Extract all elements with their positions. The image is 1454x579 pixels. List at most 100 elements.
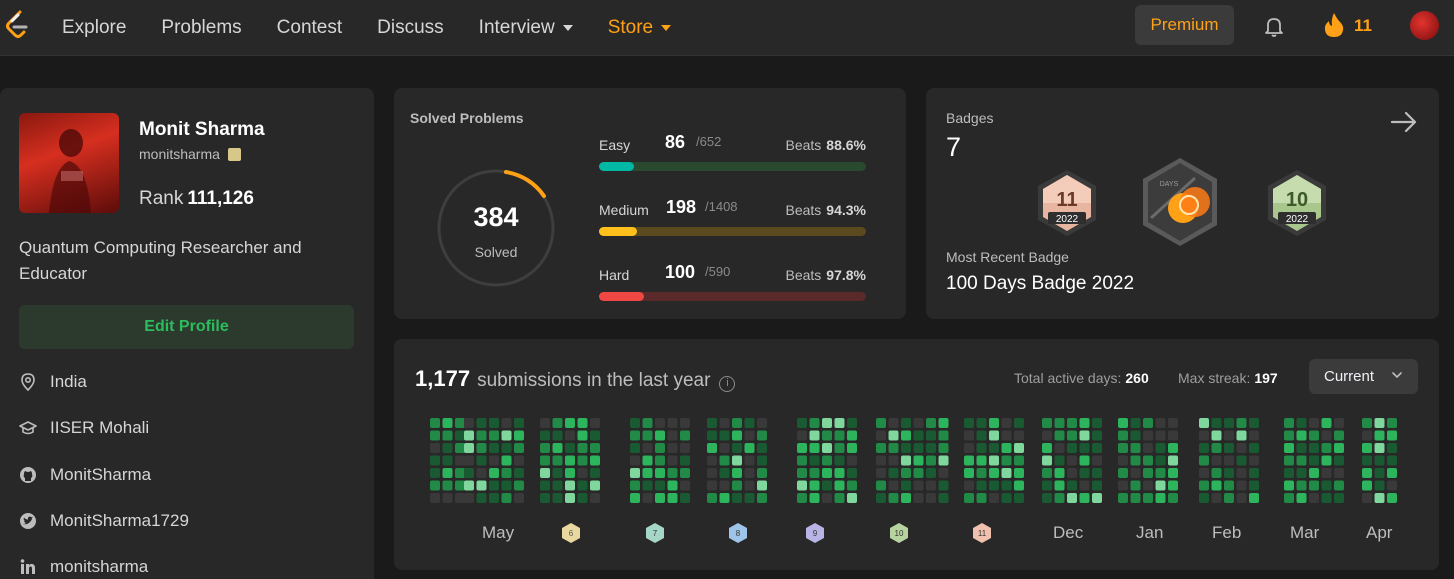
heatmap-cell[interactable] [1042,493,1052,503]
heatmap-cell[interactable] [667,443,678,453]
heatmap-cell[interactable] [1321,455,1332,466]
heatmap-cell[interactable] [590,468,600,478]
heatmap-cell[interactable] [1042,418,1052,428]
heatmap-cell[interactable] [514,493,524,503]
heatmap-cell[interactable] [1042,443,1052,453]
heatmap-cell[interactable] [630,455,640,466]
heatmap-cell[interactable] [455,443,465,453]
heatmap-cell[interactable] [1168,480,1178,491]
heatmap-cell[interactable] [1309,418,1319,428]
heatmap-cell[interactable] [630,468,640,478]
github-link[interactable]: MonitSharma [50,465,152,484]
heatmap-cell[interactable] [667,418,678,428]
heatmap-cell[interactable] [565,418,575,428]
heatmap-cell[interactable] [1130,443,1141,453]
heatmap-cell[interactable] [1236,493,1247,503]
heatmap-cell[interactable] [1199,493,1209,503]
heatmap-cell[interactable] [1014,430,1024,441]
heatmap-cell[interactable] [989,480,999,491]
heatmap-cell[interactable] [590,418,600,428]
linkedin-row[interactable]: monitsharma [19,557,148,577]
nav-explore[interactable]: Explore [62,17,127,38]
heatmap-cell[interactable] [822,468,832,478]
heatmap-cell[interactable] [565,443,575,453]
heatmap-cell[interactable] [577,493,588,503]
heatmap-cell[interactable] [797,468,807,478]
heatmap-cell[interactable] [989,468,999,478]
heatmap-cell[interactable] [1042,455,1052,466]
heatmap-cell[interactable] [501,443,512,453]
heatmap-cell[interactable] [744,468,755,478]
heatmap-cell[interactable] [847,443,857,453]
heatmap-cell[interactable] [430,443,440,453]
heatmap-cell[interactable] [1374,455,1385,466]
arrow-right-icon[interactable] [1390,110,1418,134]
heatmap-cell[interactable] [442,455,453,466]
heatmap-cell[interactable] [1014,493,1024,503]
heatmap-cell[interactable] [1334,443,1344,453]
heatmap-cell[interactable] [1236,430,1247,441]
heatmap-cell[interactable] [442,493,453,503]
leetcode-logo-icon[interactable] [4,10,30,42]
heatmap-cell[interactable] [719,443,730,453]
heatmap-cell[interactable] [809,468,820,478]
heatmap-cell[interactable] [797,493,807,503]
heatmap-cell[interactable] [744,430,755,441]
heatmap-cell[interactable] [1334,455,1344,466]
heatmap-cell[interactable] [1130,430,1141,441]
heatmap-cell[interactable] [577,430,588,441]
month-badge-november[interactable]: 11 [971,522,993,544]
heatmap-cell[interactable] [1014,418,1024,428]
heatmap-cell[interactable] [888,468,899,478]
heatmap-cell[interactable] [1362,443,1372,453]
heatmap-cell[interactable] [489,443,499,453]
heatmap-cell[interactable] [834,430,845,441]
badge-100-days[interactable]: DAYS [1139,156,1221,248]
heatmap-cell[interactable] [1168,455,1178,466]
heatmap-cell[interactable] [744,418,755,428]
twitter-row[interactable]: MonitSharma1729 [19,511,189,531]
heatmap-cell[interactable] [1067,418,1077,428]
heatmap-cell[interactable] [719,430,730,441]
heatmap-cell[interactable] [501,480,512,491]
heatmap-cell[interactable] [926,455,936,466]
heatmap-cell[interactable] [476,493,487,503]
heatmap-cell[interactable] [707,443,717,453]
heatmap-cell[interactable] [680,493,690,503]
heatmap-cell[interactable] [1296,468,1307,478]
heatmap-cell[interactable] [514,443,524,453]
heatmap-cell[interactable] [757,493,767,503]
edit-profile-button[interactable]: Edit Profile [19,305,354,349]
heatmap-cell[interactable] [540,493,550,503]
heatmap-cell[interactable] [442,430,453,441]
user-avatar[interactable] [1410,11,1439,40]
bell-icon[interactable] [1262,14,1286,38]
heatmap-cell[interactable] [464,493,474,503]
heatmap-cell[interactable] [901,455,911,466]
heatmap-cell[interactable] [809,455,820,466]
heatmap-cell[interactable] [1168,430,1178,441]
heatmap-cell[interactable] [1130,480,1141,491]
heatmap-cell[interactable] [1155,418,1166,428]
heatmap-cell[interactable] [680,455,690,466]
heatmap-cell[interactable] [1249,480,1259,491]
heatmap-cell[interactable] [989,455,999,466]
heatmap-cell[interactable] [1079,430,1090,441]
heatmap-cell[interactable] [1296,480,1307,491]
heatmap-cell[interactable] [913,480,924,491]
heatmap-cell[interactable] [655,418,665,428]
heatmap-cell[interactable] [1387,468,1397,478]
heatmap-cell[interactable] [1224,493,1234,503]
heatmap-cell[interactable] [938,455,949,466]
heatmap-cell[interactable] [642,430,653,441]
heatmap-cell[interactable] [926,493,936,503]
heatmap-cell[interactable] [744,443,755,453]
heatmap-cell[interactable] [809,443,820,453]
heatmap-cell[interactable] [680,418,690,428]
heatmap-cell[interactable] [719,455,730,466]
heatmap-cell[interactable] [809,493,820,503]
heatmap-cell[interactable] [834,480,845,491]
heatmap-cell[interactable] [976,468,987,478]
heatmap-cell[interactable] [1211,468,1222,478]
heatmap-cell[interactable] [1079,468,1090,478]
